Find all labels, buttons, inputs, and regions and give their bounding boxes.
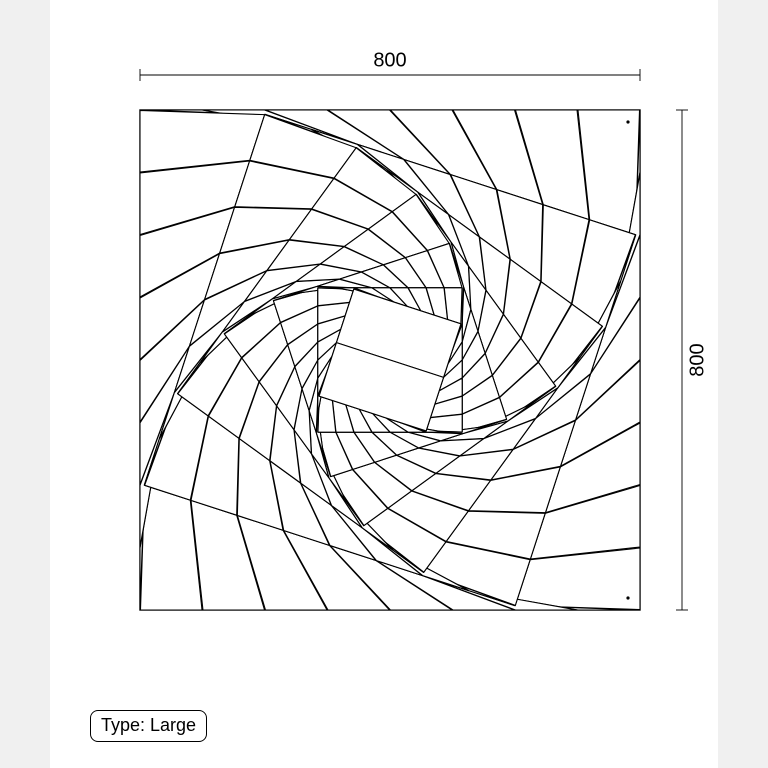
- type-caption: Type: Large: [90, 710, 207, 742]
- technical-drawing: 800 800: [50, 0, 718, 768]
- svg-text:800: 800: [686, 343, 708, 376]
- type-value: Large: [150, 715, 196, 735]
- sheet: 800 800 Type: Large: [50, 0, 718, 768]
- type-prefix: Type:: [101, 715, 150, 735]
- svg-text:800: 800: [373, 49, 406, 71]
